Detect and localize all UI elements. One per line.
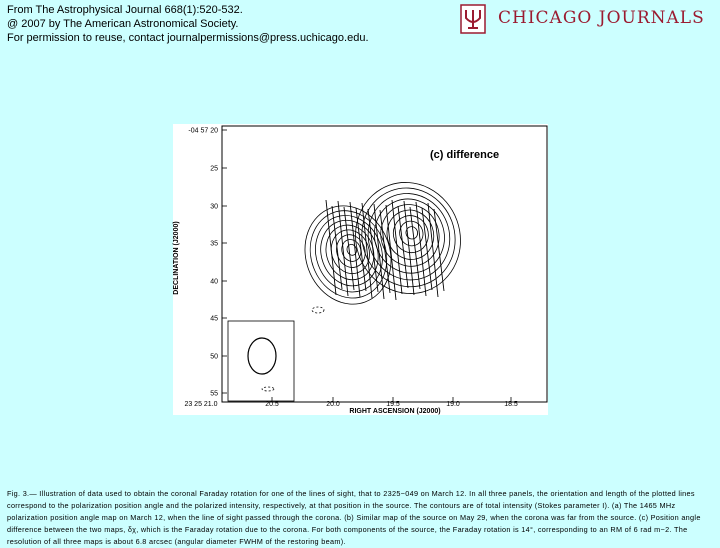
caption: Fig. 3.— Illustration of data used to ob… bbox=[7, 489, 701, 546]
y-axis-label: DECLINATION (J2000) bbox=[173, 221, 180, 294]
contour bbox=[341, 239, 362, 262]
y-tick-label: -04 57 20 bbox=[188, 128, 218, 135]
y-tick-label: 30 bbox=[210, 204, 218, 211]
x-axis-label: RIGHT ASCENSION (J2000) bbox=[349, 408, 440, 415]
contour bbox=[392, 215, 429, 254]
contour bbox=[261, 386, 275, 392]
polarization-vector bbox=[421, 207, 433, 291]
contour bbox=[330, 229, 370, 275]
contour bbox=[304, 205, 392, 305]
polarization-vector bbox=[379, 209, 391, 294]
polarization-vector bbox=[391, 199, 403, 295]
polarization-vector bbox=[397, 205, 409, 289]
x-tick-label: 18.5 bbox=[504, 401, 518, 408]
x-tick-label: 20.0 bbox=[326, 401, 340, 408]
contour bbox=[355, 182, 461, 294]
beam-ellipse bbox=[247, 337, 277, 375]
polarization-vector bbox=[343, 206, 355, 291]
logo-text: CHICAGO JOURNALS bbox=[498, 8, 705, 28]
polarization-vector bbox=[361, 202, 373, 299]
y-tick-label: 35 bbox=[210, 241, 218, 248]
logo: CHICAGO JOURNALS bbox=[458, 4, 716, 34]
polarization-vector bbox=[349, 201, 361, 298]
polarization-vector bbox=[373, 203, 385, 300]
polarization-vector bbox=[427, 202, 439, 298]
header-line: @ 2007 by The American Astronomical Soci… bbox=[7, 18, 239, 30]
figure-background bbox=[173, 124, 548, 415]
contour bbox=[361, 187, 456, 288]
contours bbox=[261, 182, 461, 392]
y-tick-label: 50 bbox=[210, 354, 218, 361]
polarization-vector bbox=[433, 208, 445, 292]
polarization-vector bbox=[331, 205, 343, 290]
polarization-vector bbox=[325, 199, 337, 296]
polarization-vector bbox=[355, 207, 367, 292]
y-tick-label: 45 bbox=[210, 316, 218, 323]
contour bbox=[315, 215, 383, 293]
x-tick-label: 23 25 21.0 bbox=[184, 401, 217, 408]
logo-icon bbox=[460, 4, 486, 34]
polarization-vector bbox=[385, 204, 397, 301]
contour bbox=[386, 209, 435, 260]
contour bbox=[399, 220, 424, 247]
header-line: From The Astrophysical Journal 668(1):52… bbox=[7, 4, 243, 16]
x-tick-label: 20.5 bbox=[265, 401, 279, 408]
y-tick-label: 40 bbox=[210, 279, 218, 286]
header-line: For permission to reuse, contact journal… bbox=[7, 32, 369, 44]
polarization-vector bbox=[415, 201, 427, 297]
polarization-vector bbox=[367, 208, 379, 293]
polarization-vector bbox=[337, 200, 349, 297]
panel-label: (c) difference bbox=[430, 149, 499, 161]
header: From The Astrophysical Journal 668(1):52… bbox=[7, 3, 369, 45]
x-tick-label: 19.5 bbox=[386, 401, 400, 408]
contour bbox=[346, 243, 357, 256]
beam-inset bbox=[227, 320, 295, 402]
y-tick-label: 25 bbox=[210, 166, 218, 173]
y-tick-label: 55 bbox=[210, 391, 218, 398]
contour bbox=[374, 198, 445, 274]
contour bbox=[311, 306, 325, 314]
x-tick-label: 19.0 bbox=[446, 401, 460, 408]
polarization-vector bbox=[409, 206, 421, 290]
polarization-vector bbox=[403, 200, 415, 296]
plot-frame bbox=[221, 125, 548, 403]
contour bbox=[380, 204, 440, 267]
